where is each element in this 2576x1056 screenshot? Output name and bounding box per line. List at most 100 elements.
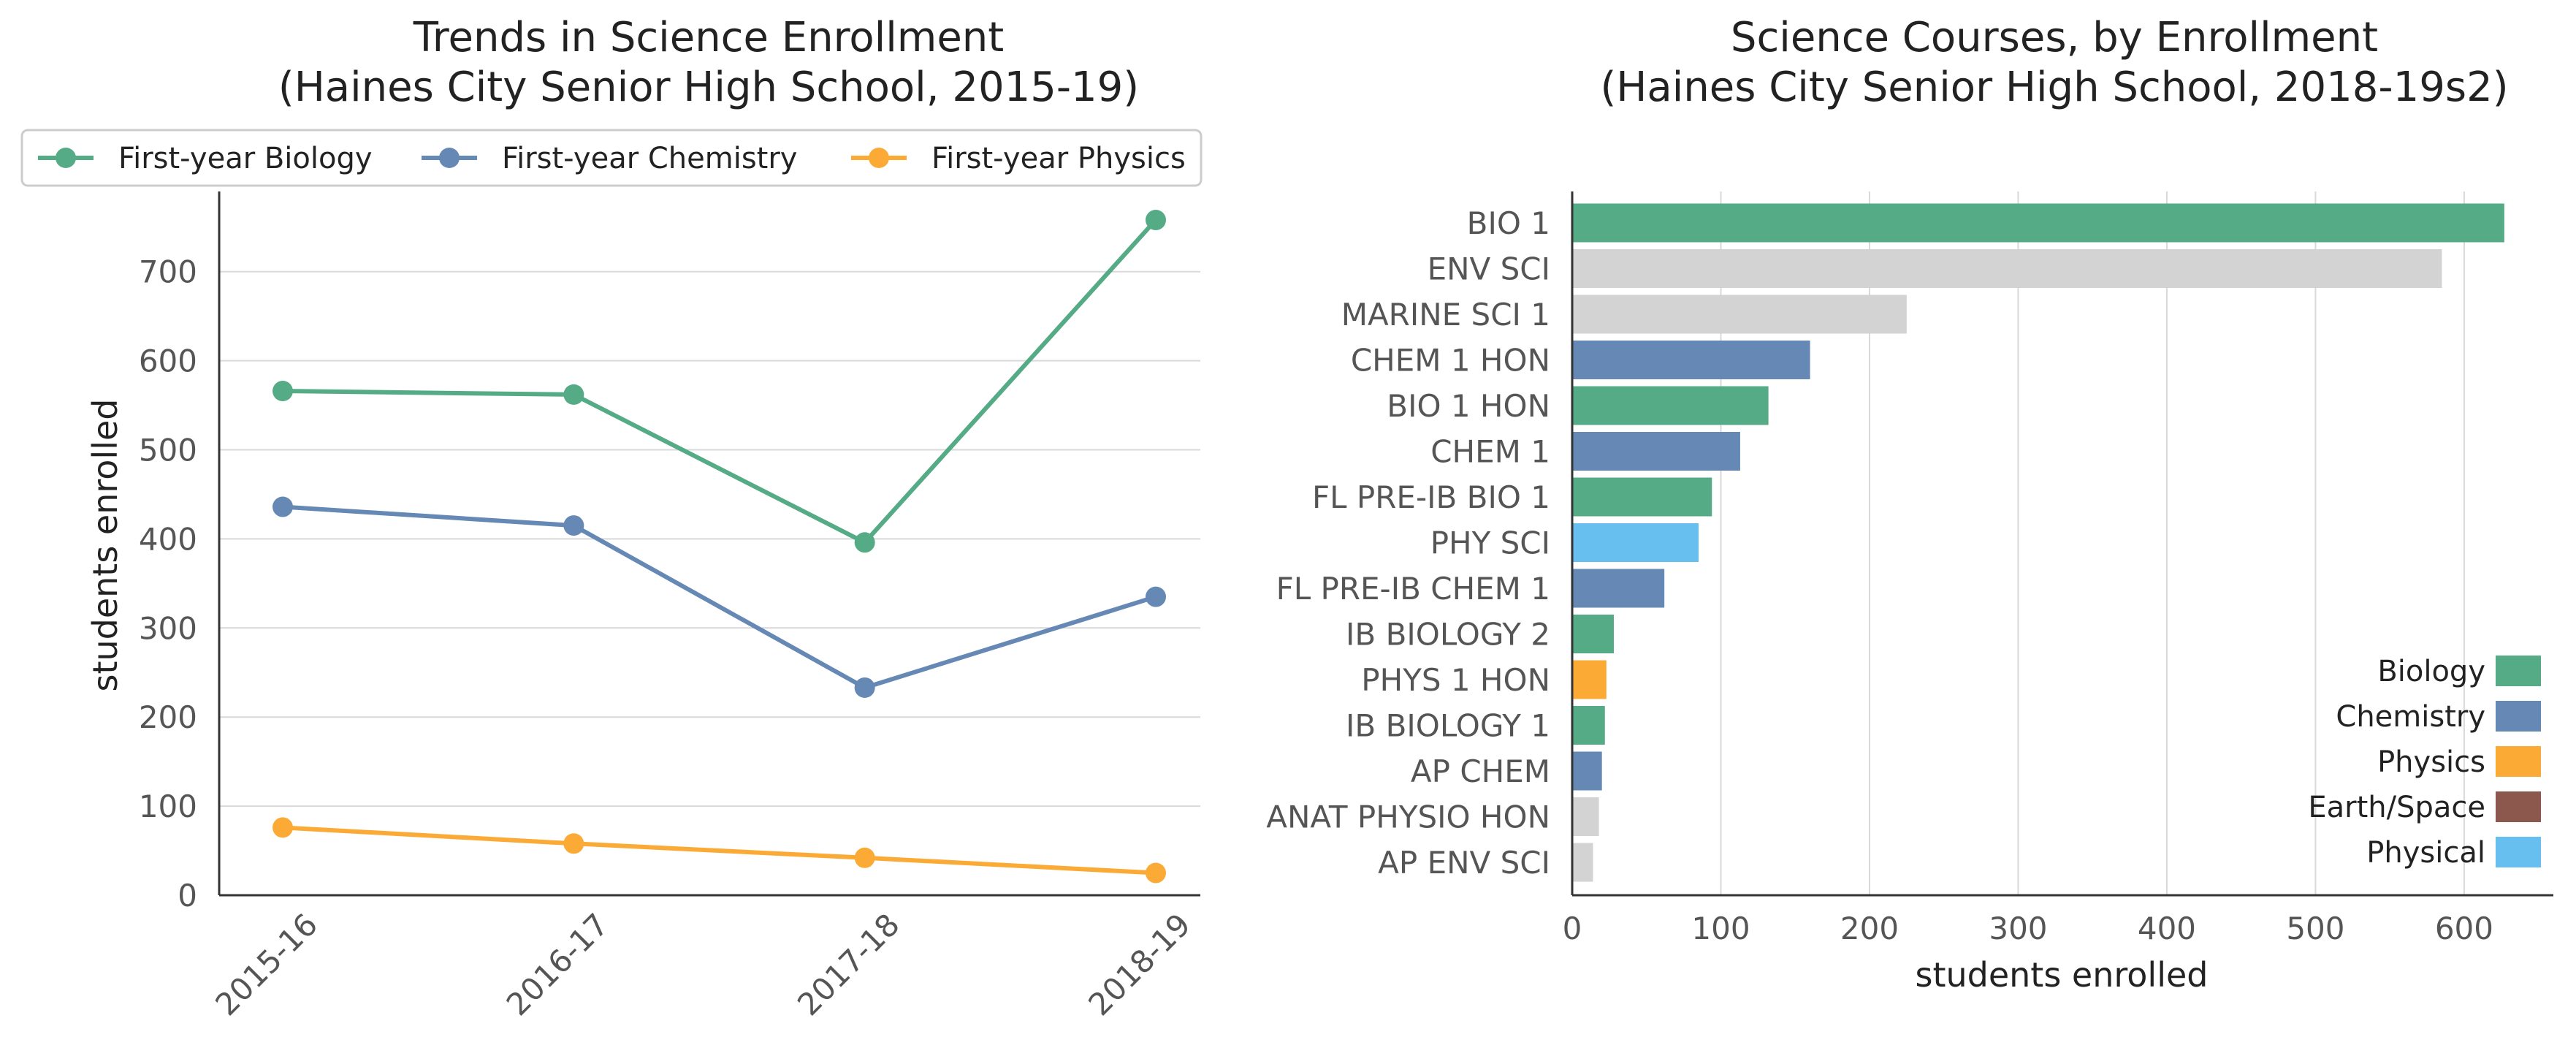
category-label: FL PRE-IB CHEM 1: [1276, 571, 1550, 607]
category-label: BIO 1: [1467, 205, 1550, 241]
series-line: [282, 825, 1156, 875]
y-tick-label: 700: [139, 254, 197, 290]
data-point: [1146, 586, 1166, 607]
legend-item: Physics: [2377, 745, 2541, 779]
legend-item: First-year Biology: [38, 142, 373, 175]
bar: [1572, 660, 1607, 699]
bar-chart-axes: [1571, 191, 2553, 897]
legend-item: Earth/Space: [2308, 791, 2541, 824]
line-chart-x-ticks: 2015-16 2016-17 2017-18 2018-19: [208, 906, 1197, 1022]
bar: [1572, 386, 1769, 425]
category-label: IB BIOLOGY 2: [1346, 617, 1550, 653]
legend-swatch: [2496, 837, 2541, 867]
category-label: BIO 1 HON: [1387, 388, 1550, 424]
legend-label: Biology: [2377, 655, 2485, 688]
line-chart-series: [273, 210, 1166, 884]
legend-marker: [869, 148, 889, 168]
bar-chart-title: Science Courses, by Enrollment: [1731, 14, 2378, 61]
bar: [1572, 569, 1665, 608]
x-tick-label: 500: [2286, 911, 2344, 946]
y-tick-label: 0: [178, 878, 197, 913]
line-chart-y-ticks: 0 100 200 300 400 500 600 700: [139, 254, 197, 913]
bar-chart-category-labels: BIO 1 ENV SCI MARINE SCI 1 CHEM 1 HON BIO 1 …: [1266, 205, 1550, 881]
line-chart-subtitle: (Haines City Senior High School, 2015-19…: [278, 64, 1139, 111]
series-line: [282, 218, 1158, 545]
x-tick-label: 600: [2435, 911, 2493, 946]
legend-swatch: [2496, 701, 2541, 732]
series-2: [273, 817, 1166, 884]
line-chart-legend: First-year Biology First-year Chemistry Fi…: [20, 129, 1203, 187]
y-tick-label: 200: [139, 699, 197, 735]
data-point: [563, 515, 584, 536]
line-chart-axes: [218, 191, 1200, 897]
y-tick-label: 400: [139, 521, 197, 557]
x-tick-label: 400: [2138, 911, 2196, 946]
bar: [1572, 341, 1810, 379]
bar: [1572, 477, 1712, 517]
series-0: [273, 210, 1166, 553]
legend-item: Physical: [2366, 836, 2541, 870]
line-chart-y-axis-label: students enrolled: [85, 399, 125, 692]
category-label: MARINE SCI 1: [1341, 297, 1550, 333]
legend-item: Biology: [2377, 655, 2541, 688]
y-tick-label: 600: [139, 343, 197, 379]
legend-swatch: [2496, 791, 2541, 822]
category-label: ENV SCI: [1428, 251, 1550, 287]
bar: [1572, 615, 1614, 653]
bar: [1572, 797, 1599, 836]
legend-marker: [439, 148, 460, 168]
category-label: CHEM 1: [1430, 434, 1550, 470]
legend-item: Chemistry: [2336, 700, 2541, 734]
x-tick-label: 100: [1691, 911, 1750, 946]
bar-chart-bars: [1572, 203, 2504, 882]
x-tick-label: 2016-17: [500, 906, 616, 1022]
legend-label: First-year Chemistry: [502, 142, 797, 175]
data-point: [854, 847, 875, 868]
x-tick-label: 2015-16: [208, 906, 324, 1022]
x-tick-label: 2018-19: [1081, 906, 1197, 1022]
legend-label: First-year Physics: [931, 142, 1186, 175]
legend-label: Physical: [2366, 836, 2485, 870]
y-tick-label: 500: [139, 433, 197, 468]
legend-swatch: [2496, 746, 2541, 777]
data-point: [563, 384, 584, 405]
x-tick-label: 2017-18: [790, 906, 907, 1022]
legend-label: Earth/Space: [2308, 791, 2485, 824]
legend-marker: [56, 148, 76, 168]
legend-label: First-year Biology: [118, 142, 373, 175]
data-point: [854, 532, 875, 553]
legend-swatch: [2496, 656, 2541, 686]
x-tick-label: 200: [1840, 911, 1899, 946]
bar-chart-x-axis-label: students enrolled: [1916, 955, 2209, 995]
category-label: PHYS 1 HON: [1361, 662, 1550, 698]
data-point: [1146, 210, 1166, 231]
data-point: [854, 677, 875, 698]
data-point: [563, 833, 584, 854]
category-label: ANAT PHYSIO HON: [1266, 799, 1550, 835]
bar: [1572, 295, 1907, 334]
bar-chart-legend: Biology Chemistry Physics Earth/Space Physic…: [2308, 655, 2541, 870]
legend-item: First-year Chemistry: [422, 142, 797, 175]
category-label: AP CHEM: [1411, 753, 1550, 789]
x-tick-label: 300: [1989, 911, 2047, 946]
y-tick-label: 100: [139, 789, 197, 824]
bar: [1572, 432, 1740, 471]
x-tick-label: 0: [1563, 911, 1582, 946]
bar-chart-subtitle: (Haines City Senior High School, 2018-19…: [1600, 64, 2508, 111]
category-label: IB BIOLOGY 1: [1346, 708, 1550, 744]
bar-chart-x-ticks: 0 100 200 300 400 500 600: [1563, 911, 2493, 946]
bar: [1572, 751, 1602, 791]
category-label: AP ENV SCI: [1378, 845, 1550, 881]
bar: [1572, 706, 1605, 745]
bar: [1572, 843, 1593, 882]
bar: [1572, 523, 1699, 562]
data-point: [1146, 862, 1166, 884]
data-point: [273, 381, 293, 402]
category-label: CHEM 1 HON: [1351, 343, 1550, 379]
legend-item: First-year Physics: [851, 142, 1186, 175]
line-chart-title: Trends in Science Enrollment: [413, 14, 1004, 61]
bar: [1572, 203, 2504, 243]
legend-label: Physics: [2377, 745, 2485, 779]
bar: [1572, 249, 2442, 288]
